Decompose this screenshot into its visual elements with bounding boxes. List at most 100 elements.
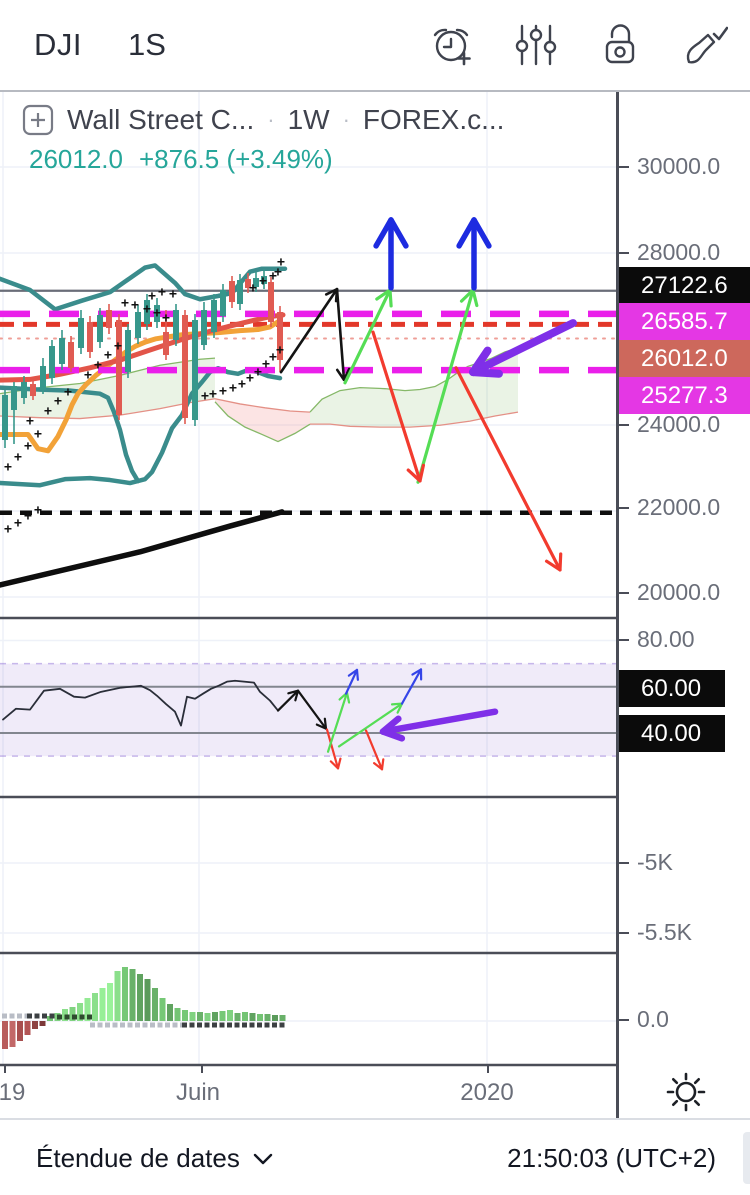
svg-text:+: + bbox=[158, 284, 166, 300]
svg-text:+: + bbox=[262, 356, 270, 372]
rsi-panel[interactable] bbox=[0, 618, 617, 797]
axis-tick-label: -5K bbox=[637, 849, 673, 875]
svg-text:+: + bbox=[54, 393, 62, 409]
chart-legend: Wall Street C... · 1W · FOREX.c... 26012… bbox=[22, 104, 504, 175]
symbol-title[interactable]: Wall Street C... bbox=[67, 104, 255, 135]
symbol-button[interactable]: DJI bbox=[34, 27, 82, 62]
top-toolbar: DJI 1S bbox=[0, 0, 750, 92]
interval-label: 1W bbox=[287, 104, 330, 135]
theme-toggle-button[interactable] bbox=[664, 1070, 708, 1114]
svg-text:+: + bbox=[14, 515, 22, 531]
lock-open-button[interactable] bbox=[596, 21, 644, 69]
axis-tick bbox=[619, 424, 629, 426]
svg-text:+: + bbox=[269, 349, 277, 365]
svg-text:+: + bbox=[229, 380, 237, 396]
price-label-chip: 40.00 bbox=[619, 714, 725, 752]
price-label-chip: 25277.3 bbox=[619, 376, 750, 414]
svg-text:+: + bbox=[114, 338, 122, 354]
time-scale[interactable]: 19 Juin 2020 bbox=[0, 1065, 617, 1118]
svg-text:+: + bbox=[44, 403, 52, 419]
price-label-chip: 26585.7 bbox=[619, 302, 750, 340]
add-symbol-button[interactable] bbox=[22, 104, 54, 136]
axis-tick bbox=[619, 592, 629, 594]
time-label: 19 bbox=[0, 1079, 26, 1106]
toolbar-icons bbox=[428, 0, 728, 90]
svg-text:+: + bbox=[277, 254, 285, 270]
clock-display[interactable]: 21:50:03 (UTC+2) bbox=[507, 1143, 716, 1173]
axis-tick-label: 80.00 bbox=[637, 626, 695, 652]
sun-icon bbox=[666, 1072, 705, 1111]
separator-dot: · bbox=[267, 107, 275, 132]
alert-add-button[interactable] bbox=[428, 21, 476, 69]
histogram-panel[interactable] bbox=[0, 953, 617, 1065]
exchange-label: FOREX.c... bbox=[362, 104, 505, 135]
svg-text:+: + bbox=[254, 364, 262, 380]
interval-button[interactable]: 1S bbox=[128, 27, 166, 62]
svg-text:+: + bbox=[24, 508, 32, 524]
svg-text:+: + bbox=[131, 297, 139, 313]
axis-tick-label: 20000.0 bbox=[637, 579, 721, 605]
svg-text:+: + bbox=[148, 288, 156, 304]
time-tick bbox=[487, 1065, 489, 1073]
svg-text:+: + bbox=[143, 301, 151, 317]
time-tick bbox=[4, 1065, 6, 1073]
bottom-bar-right-sliver bbox=[743, 1132, 750, 1184]
indicator-settings-button[interactable] bbox=[512, 21, 560, 69]
lock-open-icon bbox=[605, 24, 635, 64]
time-label: 2020 bbox=[460, 1079, 514, 1106]
drawing-tools-button[interactable] bbox=[680, 21, 728, 69]
time-label: Juin bbox=[175, 1079, 221, 1106]
price-scale[interactable]: 30000.0 28000.0 24000.0 22000.0 20000.0 27122… bbox=[617, 92, 750, 1118]
svg-text:+: + bbox=[104, 347, 112, 363]
axis-tick-label: 0.0 bbox=[637, 1006, 669, 1032]
svg-text:+: + bbox=[153, 305, 161, 321]
axis-tick bbox=[619, 507, 629, 509]
svg-text:+: + bbox=[121, 295, 129, 311]
svg-text:+: + bbox=[24, 438, 32, 454]
axis-tick-label: 22000.0 bbox=[637, 494, 721, 520]
plus-square-icon bbox=[22, 104, 54, 136]
axis-tick bbox=[619, 166, 629, 168]
time-tick bbox=[201, 1065, 203, 1073]
svg-text:+: + bbox=[4, 521, 12, 537]
axis-tick-label: 28000.0 bbox=[637, 239, 721, 265]
axis-tick bbox=[619, 862, 629, 864]
price-readout: 26012.0 +876.5 (+3.49%) bbox=[29, 144, 504, 175]
svg-text:+: + bbox=[26, 413, 34, 429]
date-range-label: Étendue de dates bbox=[36, 1143, 240, 1173]
svg-text:+: + bbox=[34, 426, 42, 442]
axis-tick bbox=[619, 932, 629, 934]
price-label-chip: 60.00 bbox=[619, 669, 725, 707]
last-price: 26012.0 bbox=[29, 144, 123, 174]
svg-text:+: + bbox=[94, 357, 102, 373]
svg-text:+: + bbox=[14, 449, 22, 465]
date-range-button[interactable]: Étendue de dates bbox=[36, 1143, 274, 1174]
svg-text:+: + bbox=[269, 268, 277, 284]
svg-text:+: + bbox=[209, 386, 217, 402]
svg-text:+: + bbox=[259, 273, 267, 289]
indicator-panel[interactable] bbox=[0, 797, 617, 953]
svg-text:+: + bbox=[274, 264, 282, 280]
axis-tick bbox=[619, 252, 629, 254]
svg-text:+: + bbox=[169, 286, 177, 302]
chevron-down-icon bbox=[253, 1153, 273, 1164]
svg-text:+: + bbox=[64, 384, 72, 400]
axis-tick bbox=[619, 1019, 629, 1021]
sliders-icon bbox=[515, 24, 557, 66]
separator-dot: · bbox=[342, 107, 350, 132]
svg-text:+: + bbox=[219, 383, 227, 399]
axis-tick-label: 24000.0 bbox=[637, 411, 721, 437]
axis-tick bbox=[619, 639, 629, 641]
axis-tick-label: -5.5K bbox=[637, 919, 692, 945]
axis-tick-label: 30000.0 bbox=[637, 153, 721, 179]
svg-text:+: + bbox=[34, 502, 42, 518]
price-change: +876.5 (+3.49%) bbox=[138, 144, 333, 174]
bottom-bar: Étendue de dates 21:50:03 (UTC+2) bbox=[0, 1118, 750, 1195]
svg-text:+: + bbox=[84, 367, 92, 383]
svg-text:+: + bbox=[246, 370, 254, 386]
alarm-plus-icon bbox=[433, 28, 471, 66]
brush-check-icon bbox=[686, 26, 728, 64]
time-scale-corner bbox=[617, 1065, 750, 1118]
